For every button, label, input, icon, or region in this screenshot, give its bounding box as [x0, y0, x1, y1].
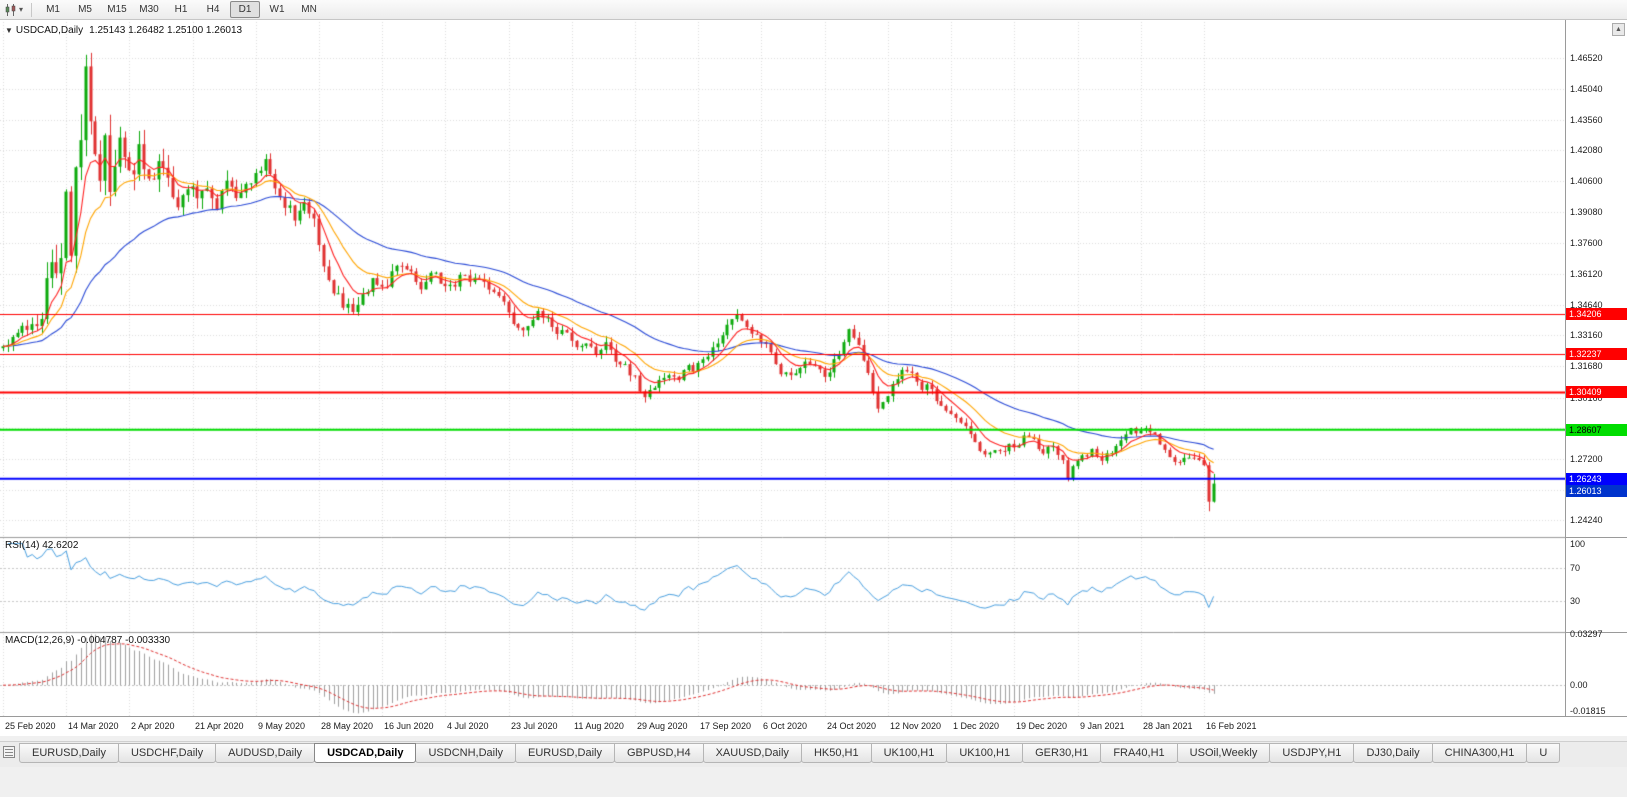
date-axis-label: 16 Feb 2021 — [1206, 721, 1257, 731]
chart-symbol-label: USDCAD,Daily — [15, 25, 84, 36]
tab-uk100-h1[interactable]: UK100,H1 — [946, 743, 1024, 763]
date-axis-label: 16 Jun 2020 — [384, 721, 434, 731]
symbol-tab-bar: EURUSD,Daily USDCHF,Daily AUDUSD,Daily USDC… — [0, 741, 1627, 767]
timeframe-button-mn[interactable]: MN — [301, 4, 317, 15]
price-axis-label: 1.42080 — [1570, 145, 1603, 156]
price-axis-label: 1.36120 — [1570, 268, 1603, 279]
date-axis-label: 24 Oct 2020 — [827, 721, 877, 731]
timeframe-button-m30[interactable]: M30 — [139, 4, 159, 15]
current-price-badge: 1.26013 — [1566, 484, 1627, 497]
price-axis[interactable]: ▲ 1.46520 1.45040 1.43560 1.42080 1.40600 1.3… — [1565, 20, 1627, 716]
date-axis-label: 19 Dec 2020 — [1016, 721, 1068, 731]
window-list-icon[interactable] — [3, 746, 15, 758]
timeframe-button-d1[interactable]: D1 — [230, 1, 261, 18]
date-axis-label: 11 Aug 2020 — [574, 721, 624, 731]
date-axis-label: 1 Dec 2020 — [953, 721, 1000, 731]
pane-separator — [1566, 632, 1627, 633]
tab-hk50-h1[interactable]: HK50,H1 — [800, 743, 872, 763]
candlestick-chart-icon[interactable] — [4, 3, 18, 17]
price-axis-label: 1.37600 — [1570, 238, 1603, 249]
toolbar: ▾ M1 M5 M15 M30 H1 H4 D1 W1 MN — [0, 0, 1627, 20]
tab-usdcnh-daily[interactable]: USDCNH,Daily — [415, 743, 517, 763]
chart-dropdown-caret-icon[interactable]: ▾ — [19, 5, 24, 14]
tab-eurusd-daily[interactable]: EURUSD,Daily — [515, 743, 615, 763]
price-level-badge: 1.28607 — [1566, 423, 1627, 436]
timeframe-button-m1[interactable]: M1 — [46, 4, 60, 15]
chart-title: ▼ USDCAD,Daily 1.25143 1.26482 1.25100 1.2… — [5, 25, 242, 36]
tab-audusd-daily[interactable]: AUDUSD,Daily — [215, 743, 316, 763]
date-axis-label: 17 Sep 2020 — [700, 721, 752, 731]
tab-eurusd-daily[interactable]: EURUSD,Daily — [19, 743, 119, 763]
price-axis-label: 1.45040 — [1570, 83, 1603, 94]
pane-separator — [1566, 537, 1627, 538]
tabs-container: EURUSD,Daily USDCHF,Daily AUDUSD,Daily USDC… — [19, 743, 1561, 763]
timeframe-button-h1[interactable]: H1 — [174, 4, 188, 15]
price-axis-label: 1.34640 — [1570, 299, 1603, 310]
tab-xauusd-daily[interactable]: XAUUSD,Daily — [702, 743, 802, 763]
date-axis[interactable]: 25 Feb 2020 14 Mar 2020 2 Apr 2020 21 Apr 2… — [0, 716, 1627, 736]
tab-dj30-daily[interactable]: DJ30,Daily — [1353, 743, 1433, 763]
tab-usoil-weekly[interactable]: USOil,Weekly — [1176, 743, 1271, 763]
date-axis-label: 2 Apr 2020 — [131, 721, 175, 731]
date-axis-label: 25 Feb 2020 — [5, 721, 56, 731]
tab-usdjpy-h1[interactable]: USDJPY,H1 — [1269, 743, 1355, 763]
rsi-axis-label: 70 — [1570, 563, 1581, 574]
timeframe-button-h4[interactable]: H4 — [206, 4, 220, 15]
chart-canvas[interactable] — [0, 20, 1565, 716]
tab-u[interactable]: U — [1526, 743, 1561, 763]
macd-axis-label: 0.03297 — [1570, 629, 1603, 640]
chart-window: ▼ USDCAD,Daily 1.25143 1.26482 1.25100 1.2… — [0, 20, 1627, 716]
timeframe-button-m15[interactable]: M15 — [107, 4, 127, 15]
toolbar-separator — [31, 2, 33, 17]
price-axis-label: 1.40600 — [1570, 175, 1603, 186]
scroll-up-button[interactable]: ▲ — [1612, 23, 1625, 36]
tab-ger30-h1[interactable]: GER30,H1 — [1022, 743, 1102, 763]
date-axis-label: 6 Oct 2020 — [763, 721, 808, 731]
price-level-badge: 1.34206 — [1566, 307, 1627, 320]
chart-ohlc-values: 1.25143 1.26482 1.25100 1.26013 — [89, 25, 243, 36]
price-level-badge: 1.30409 — [1566, 386, 1627, 399]
price-axis-label: 1.24240 — [1570, 515, 1603, 526]
tab-china300-h1[interactable]: CHINA300,H1 — [1431, 743, 1528, 763]
date-axis-label: 12 Nov 2020 — [890, 721, 942, 731]
tab-fra40-h1[interactable]: FRA40,H1 — [1100, 743, 1178, 763]
date-axis-label: 29 Aug 2020 — [637, 721, 688, 731]
rsi-indicator-label: RSI(14) 42.6202 — [5, 540, 79, 551]
price-axis-label: 1.31680 — [1570, 361, 1603, 372]
date-axis-label: 14 Mar 2020 — [68, 721, 119, 731]
tab-usdcad-daily[interactable]: USDCAD,Daily — [314, 743, 417, 763]
macd-axis-label: 0.00 — [1570, 680, 1588, 691]
price-axis-label: 1.27200 — [1570, 453, 1603, 464]
macd-indicator-label: MACD(12,26,9) -0.004787 -0.003330 — [5, 635, 171, 646]
date-axis-label: 28 Jan 2021 — [1143, 721, 1193, 731]
macd-axis-label: -0.01815 — [1570, 706, 1606, 716]
price-axis-label: 1.43560 — [1570, 114, 1603, 125]
rsi-axis-label: 30 — [1570, 595, 1581, 606]
tab-gbpusd-h4[interactable]: GBPUSD,H4 — [614, 743, 704, 763]
tab-uk100-h1[interactable]: UK100,H1 — [870, 743, 948, 763]
date-axis-label: 28 May 2020 — [321, 721, 374, 731]
date-axis-label: 21 Apr 2020 — [195, 721, 244, 731]
chart-collapse-icon[interactable]: ▼ — [5, 26, 13, 35]
price-level-badge: 1.32237 — [1566, 348, 1627, 361]
price-axis-label: 1.33160 — [1570, 330, 1603, 341]
date-axis-label: 23 Jul 2020 — [511, 721, 558, 731]
price-axis-label: 1.39080 — [1570, 207, 1603, 218]
timeframe-button-m5[interactable]: M5 — [78, 4, 92, 15]
timeframe-button-w1[interactable]: W1 — [269, 4, 285, 15]
date-axis-label: 4 Jul 2020 — [447, 721, 489, 731]
tab-usdchf-daily[interactable]: USDCHF,Daily — [117, 743, 217, 763]
rsi-axis-label: 100 — [1570, 538, 1586, 549]
date-axis-label: 9 Jan 2021 — [1080, 721, 1125, 731]
price-axis-label: 1.46520 — [1570, 53, 1603, 64]
date-axis-label: 9 May 2020 — [258, 721, 306, 731]
timeframe-buttons: M1 M5 M15 M30 H1 H4 D1 W1 MN — [37, 1, 325, 18]
price-level-badge: 1.26243 — [1566, 472, 1627, 485]
